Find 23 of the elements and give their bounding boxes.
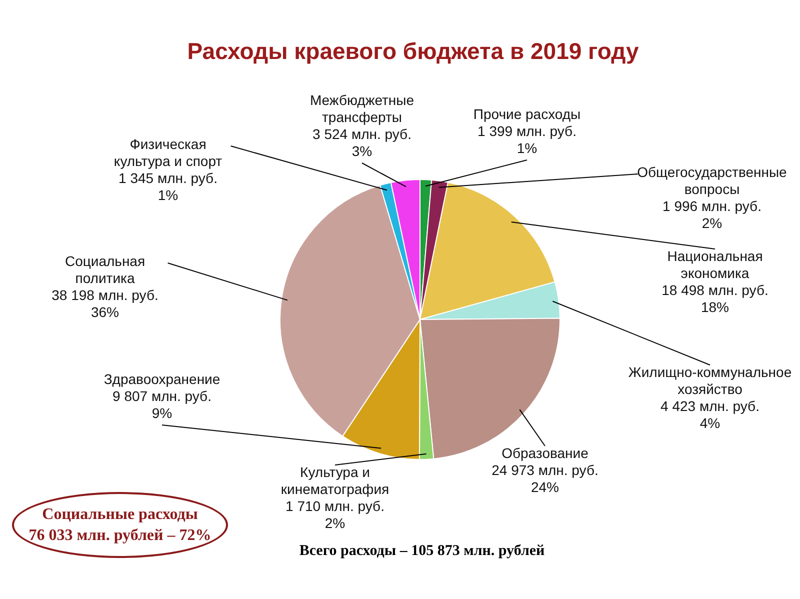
- slice-label: Жилищно-коммунальное хозяйство: [628, 364, 792, 397]
- data-label: 1 399 млн. руб. 1%: [478, 123, 576, 156]
- text: Всего расходы – 105 873 млн. рублей: [298, 543, 546, 560]
- slice-label: Образование: [502, 445, 589, 461]
- data-label: 18 498 млн. руб. 18%: [662, 282, 768, 315]
- data-label: 9 807 млн. руб. 9%: [112, 388, 212, 421]
- oval-frame: Социальные расходы 76 033 млн. рублей – 72%: [12, 492, 228, 558]
- slice-label: Прочие расходы: [473, 106, 581, 122]
- slice-label: Культура и кинематография: [280, 464, 390, 497]
- data-label: 3 524 млн. руб. 3%: [312, 126, 412, 159]
- data-label: 1 996 млн. руб. 2%: [662, 198, 762, 231]
- slice-label: Физическая культура и спорт: [114, 136, 223, 169]
- data-label: 38 198 млн. руб. 36%: [52, 287, 158, 320]
- chart-title: Расходы краевого бюджета в 2019 году: [187, 38, 639, 64]
- slice-label: Национальная экономика: [667, 248, 763, 281]
- data-label: 1 345 млн. руб. 1%: [118, 170, 218, 203]
- data-label: 4 423 млн. руб. 4%: [660, 398, 760, 431]
- data-label: 1 710 млн. руб. 2%: [286, 498, 384, 531]
- slice-label: Социальная политика: [64, 253, 146, 286]
- slice-label: Общегосударственные вопросы: [637, 164, 788, 197]
- slice-label: Межбюджетные трансферты: [310, 92, 414, 125]
- data-label: 24 973 млн. руб. 24%: [492, 462, 598, 495]
- slice-label: Здравоохранение: [104, 371, 220, 387]
